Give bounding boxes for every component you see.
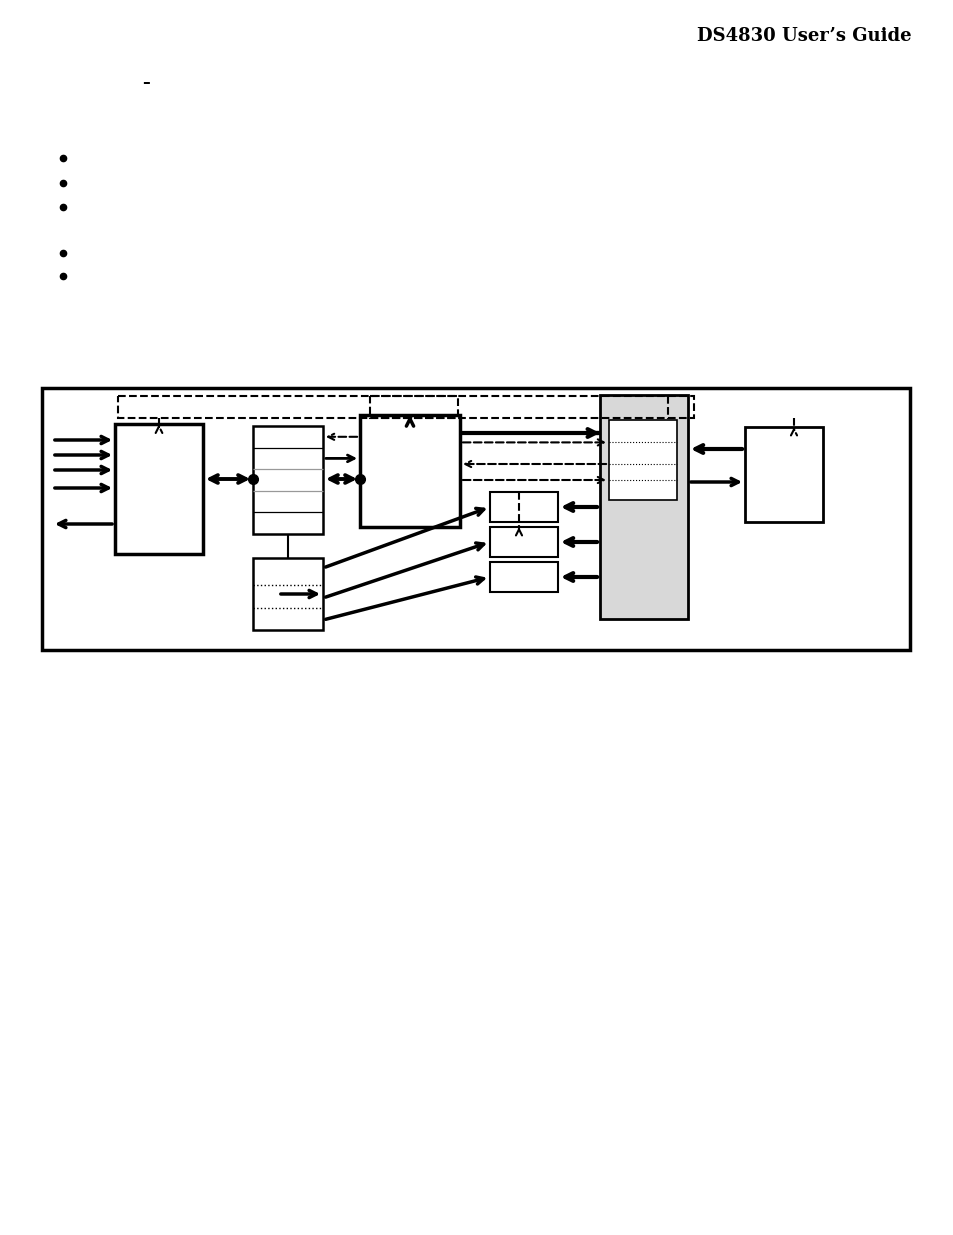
Text: –: – (142, 75, 150, 90)
Bar (490, 562, 558, 592)
Bar (42, 388, 909, 650)
Bar (608, 420, 677, 500)
Bar (253, 426, 323, 534)
Bar (115, 424, 203, 555)
Bar (744, 427, 822, 522)
Bar (490, 492, 558, 522)
Bar (253, 558, 323, 630)
Bar (359, 415, 459, 527)
Text: DS4830 User’s Guide: DS4830 User’s Guide (697, 27, 911, 44)
Bar (599, 395, 687, 619)
Bar (370, 396, 693, 417)
Bar (118, 396, 457, 417)
Bar (490, 527, 558, 557)
